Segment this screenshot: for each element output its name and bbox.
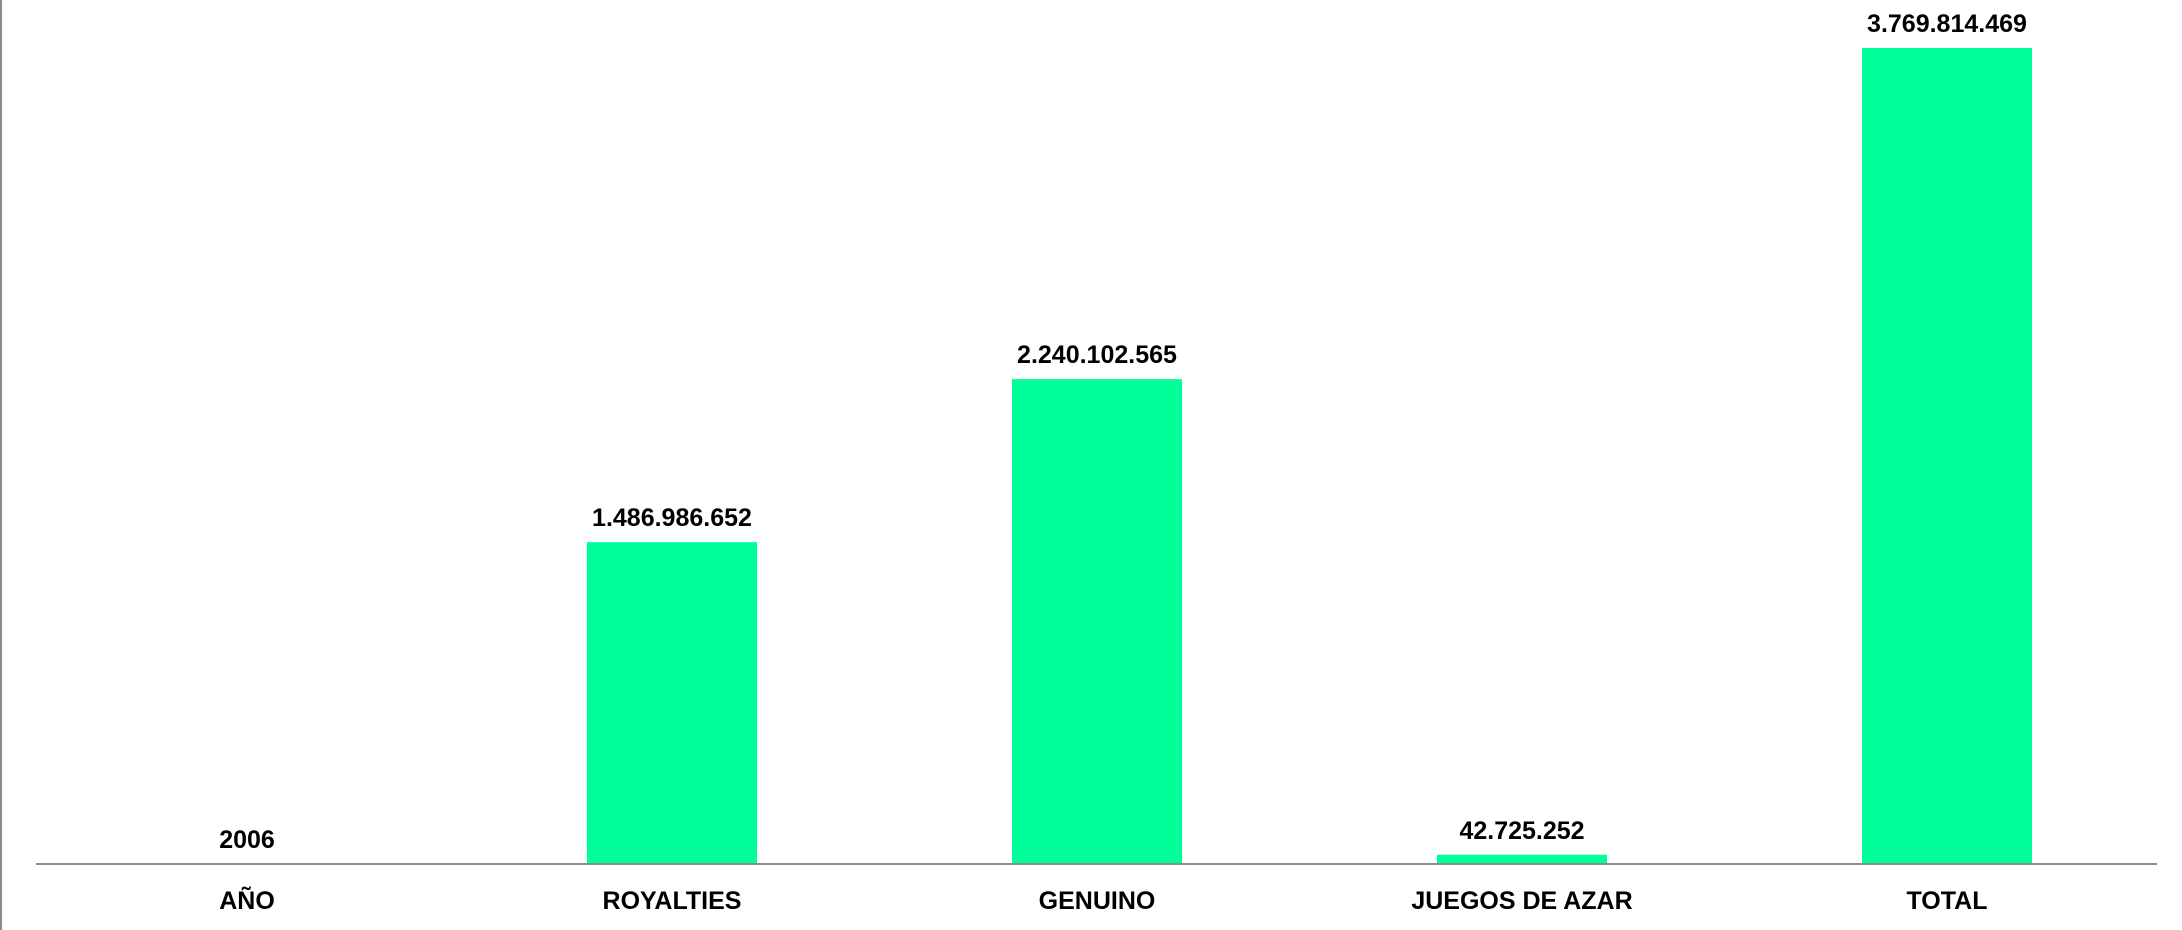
- category-labels-layer: AÑO ROYALTIES GENUINO JUEGOS DE AZAR TOTAL: [219, 885, 1987, 915]
- data-label: 3.769.814.469: [1867, 10, 2027, 38]
- category-label: ROYALTIES: [603, 887, 742, 915]
- category-label: GENUINO: [1039, 887, 1156, 915]
- bar-juegos-de-azar: [1437, 854, 1607, 864]
- bar-royalties: [587, 542, 757, 864]
- data-label: 2.240.102.565: [1017, 341, 1177, 369]
- category-label: TOTAL: [1906, 887, 1987, 915]
- bars-layer: [162, 48, 2032, 864]
- data-label: 42.725.252: [1459, 817, 1584, 845]
- data-label: 2006: [219, 826, 275, 854]
- data-label: 1.486.986.652: [592, 504, 752, 532]
- category-label: JUEGOS DE AZAR: [1411, 887, 1632, 915]
- bar-total: [1862, 48, 2032, 864]
- category-label: AÑO: [219, 885, 275, 915]
- data-labels-layer: 2006 1.486.986.652 2.240.102.565 42.725.252…: [219, 10, 2027, 854]
- bar-genuino: [1012, 379, 1182, 864]
